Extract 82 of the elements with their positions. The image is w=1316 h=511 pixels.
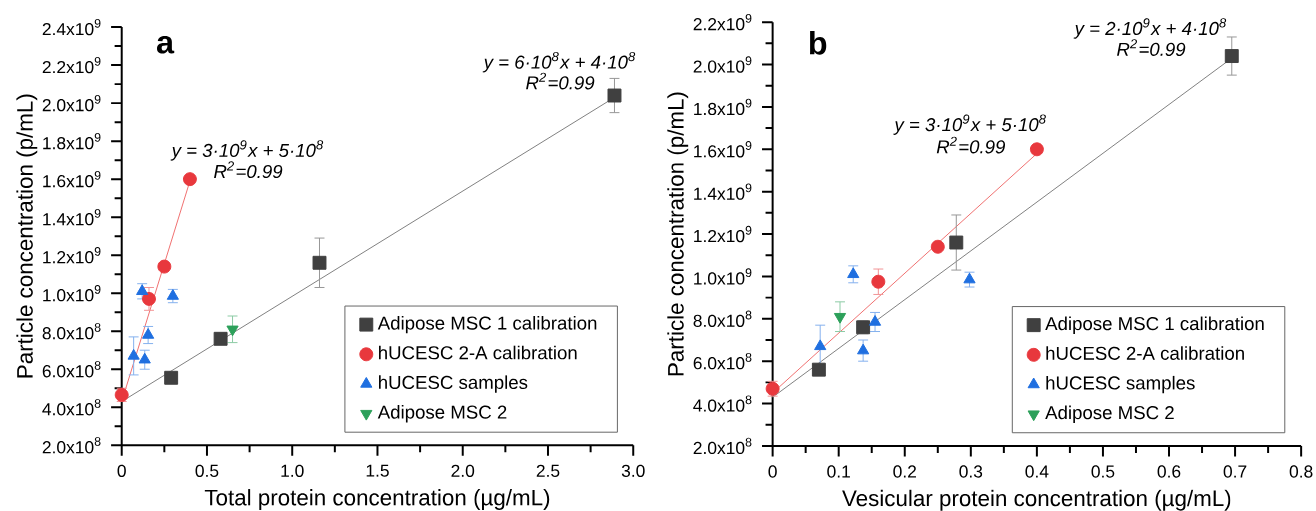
y-axis-title: Particle concentration (p/mL) [16,94,38,378]
x-axis-title: Vesicular protein concentration (µg/mL) [842,489,1231,511]
chart-title: a [157,35,175,54]
legend-label: hUCESC 2-A calibration [1046,346,1244,360]
y-tick-label: 1.0x10$^{9}$ [694,268,752,285]
x-tick-label: 0.3 [959,465,983,478]
y-tick-label: 1.4x10$^{9}$ [694,183,752,200]
legend-label: Adipose MSC 1 calibration [1045,316,1264,334]
y-tick-label: 2.2x10$^{9}$ [693,13,752,31]
point [963,272,976,284]
point [949,235,964,250]
x-axis-title: Total protein concentration (µg/mL) [204,489,550,510]
y-tick-label: 6.0x10$^{8}$ [693,352,752,370]
x-tick-label: 1.5 [366,464,389,477]
x-tick-label: 0.6 [1157,465,1181,478]
y-tick-label: 2.0x10$^{9}$ [693,56,752,73]
annotation: y = 2·10$^{9}$x + 4·10$^{8}$ [1073,18,1227,39]
x-tick-label: 0.1 [827,465,850,478]
legend-label: hUCESC samples [1046,375,1195,394]
annotation: R$^{2}$=0.99 [1117,39,1186,56]
point [213,331,228,346]
point [182,172,197,187]
point [811,362,826,377]
y-axis-title: Particle concentration (p/mL) [667,92,689,376]
point [814,339,827,351]
y-tick-label: 1.4x10$^{9}$ [43,208,101,226]
chart-title: b [809,30,827,55]
y-tick-label: 2.2x10$^{9}$ [42,56,101,74]
point [930,239,945,254]
point [857,343,870,355]
point [765,381,780,396]
legend-label: Adipose MSC 1 calibration [377,315,597,334]
y-tick-label: 2.0x10$^{9}$ [42,94,101,112]
y-tick-label: 8.0x10$^{8}$ [693,310,752,327]
annotation: R$^{2}$=0.99 [526,72,595,90]
point [868,315,882,326]
point [312,255,327,270]
y-tick-label: 4.0x10$^{8}$ [42,399,101,416]
annotation: y = 3·10$^{9}$x + 5·10$^{8}$ [893,114,1046,135]
y-tick-label: 8.0x10$^{8}$ [42,323,101,340]
y-tick-label: 4.0x10$^{8}$ [693,395,752,412]
point [166,289,179,300]
y-tick-label: 1.2x10$^{9}$ [43,246,101,264]
point [114,387,129,402]
legend-label: hUCESC samples [379,375,528,393]
point [164,370,179,385]
y-tick-label: 6.0x10$^{8}$ [42,361,101,378]
legend-label: hUCESC 2-A calibration [379,345,577,360]
point [1224,49,1239,63]
annotation: y = 3·10$^{9}$x + 5·10$^{8}$ [170,140,324,161]
legend-label: Adipose MSC 2 [1045,405,1174,423]
x-tick-label: 2.5 [536,464,560,477]
x-tick-label: 0.5 [195,464,219,477]
x-tick-label: 3.0 [621,464,645,477]
point [607,88,622,103]
x-tick-label: 1.0 [281,464,304,477]
x-tick-label: 0.4 [1025,465,1049,478]
x-tick-label: 0.2 [893,465,916,478]
legend-label: Adipose MSC 2 [377,405,507,423]
x-tick-label: 0 [768,465,777,478]
y-tick-label: 2.4x10$^{9}$ [42,18,101,36]
y-tick-label: 1.8x10$^{9}$ [694,98,752,116]
annotation: y = 6·10$^{8}$x + 4·10$^{8}$ [482,51,636,73]
x-tick-label: 0.5 [1091,465,1115,478]
y-tick-label: 1.2x10$^{9}$ [694,225,752,243]
annotation: R$^{2}$=0.99 [214,161,283,179]
x-tick-label: 0 [117,464,126,477]
y-tick-label: 1.8x10$^{9}$ [43,132,101,150]
x-tick-label: 2.0 [451,464,475,477]
point [871,274,886,289]
point [136,284,149,296]
x-tick-label: 0.7 [1223,465,1247,478]
point [157,259,172,274]
point [127,348,140,360]
y-tick-label: 1.6x10$^{9}$ [694,141,752,158]
y-tick-label: 2.0x10$^{8}$ [693,437,752,455]
point [833,312,847,324]
x-tick-label: 0.8 [1289,465,1313,478]
annotation: R$^{2}$=0.99 [936,136,1006,154]
y-tick-label: 2.0x10$^{8}$ [42,437,101,454]
y-tick-label: 1.0x10$^{9}$ [43,284,101,302]
y-tick-label: 1.6x10$^{9}$ [43,170,101,188]
